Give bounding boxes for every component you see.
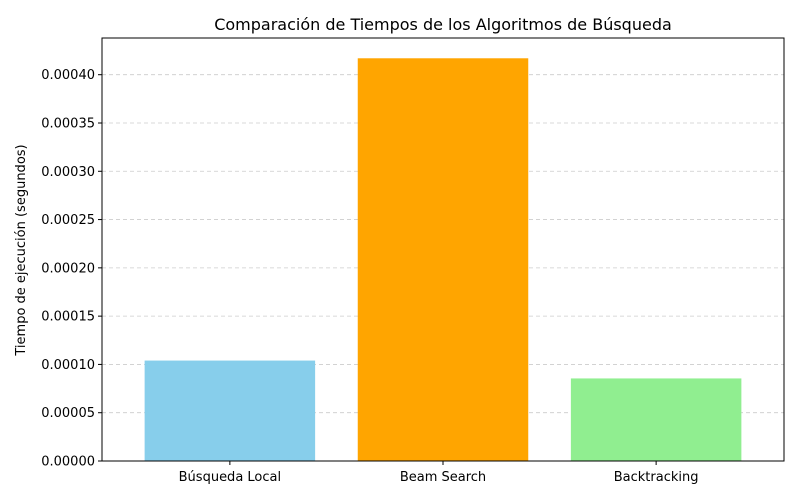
chart-title: Comparación de Tiempos de los Algoritmos… [214,15,672,34]
y-tick-label: 0.00005 [41,406,95,421]
bars [144,58,742,461]
bar [357,58,529,461]
x-tick-label: Backtracking [614,470,699,485]
y-tick-label: 0.00010 [41,358,95,373]
x-tick-label: Beam Search [400,470,486,485]
bar [144,360,316,461]
y-tick-label: 0.00040 [41,68,95,83]
x-axis-ticks: Búsqueda Local Beam Search Backtracking [179,461,699,485]
y-tick-label: 0.00000 [41,455,95,470]
bar [570,378,742,461]
y-tick-label: 0.00020 [41,261,95,276]
y-tick-label: 0.00015 [41,310,95,325]
x-tick-label: Búsqueda Local [179,470,281,485]
y-tick-label: 0.00035 [41,116,95,131]
y-tick-label: 0.00025 [41,213,95,228]
y-axis-ticks: 0.00000 0.00005 0.00010 0.00015 0.00020 0.000… [41,68,102,470]
y-axis-title: Tiempo de ejecución (segundos) [14,144,29,356]
y-tick-label: 0.00030 [41,165,95,180]
